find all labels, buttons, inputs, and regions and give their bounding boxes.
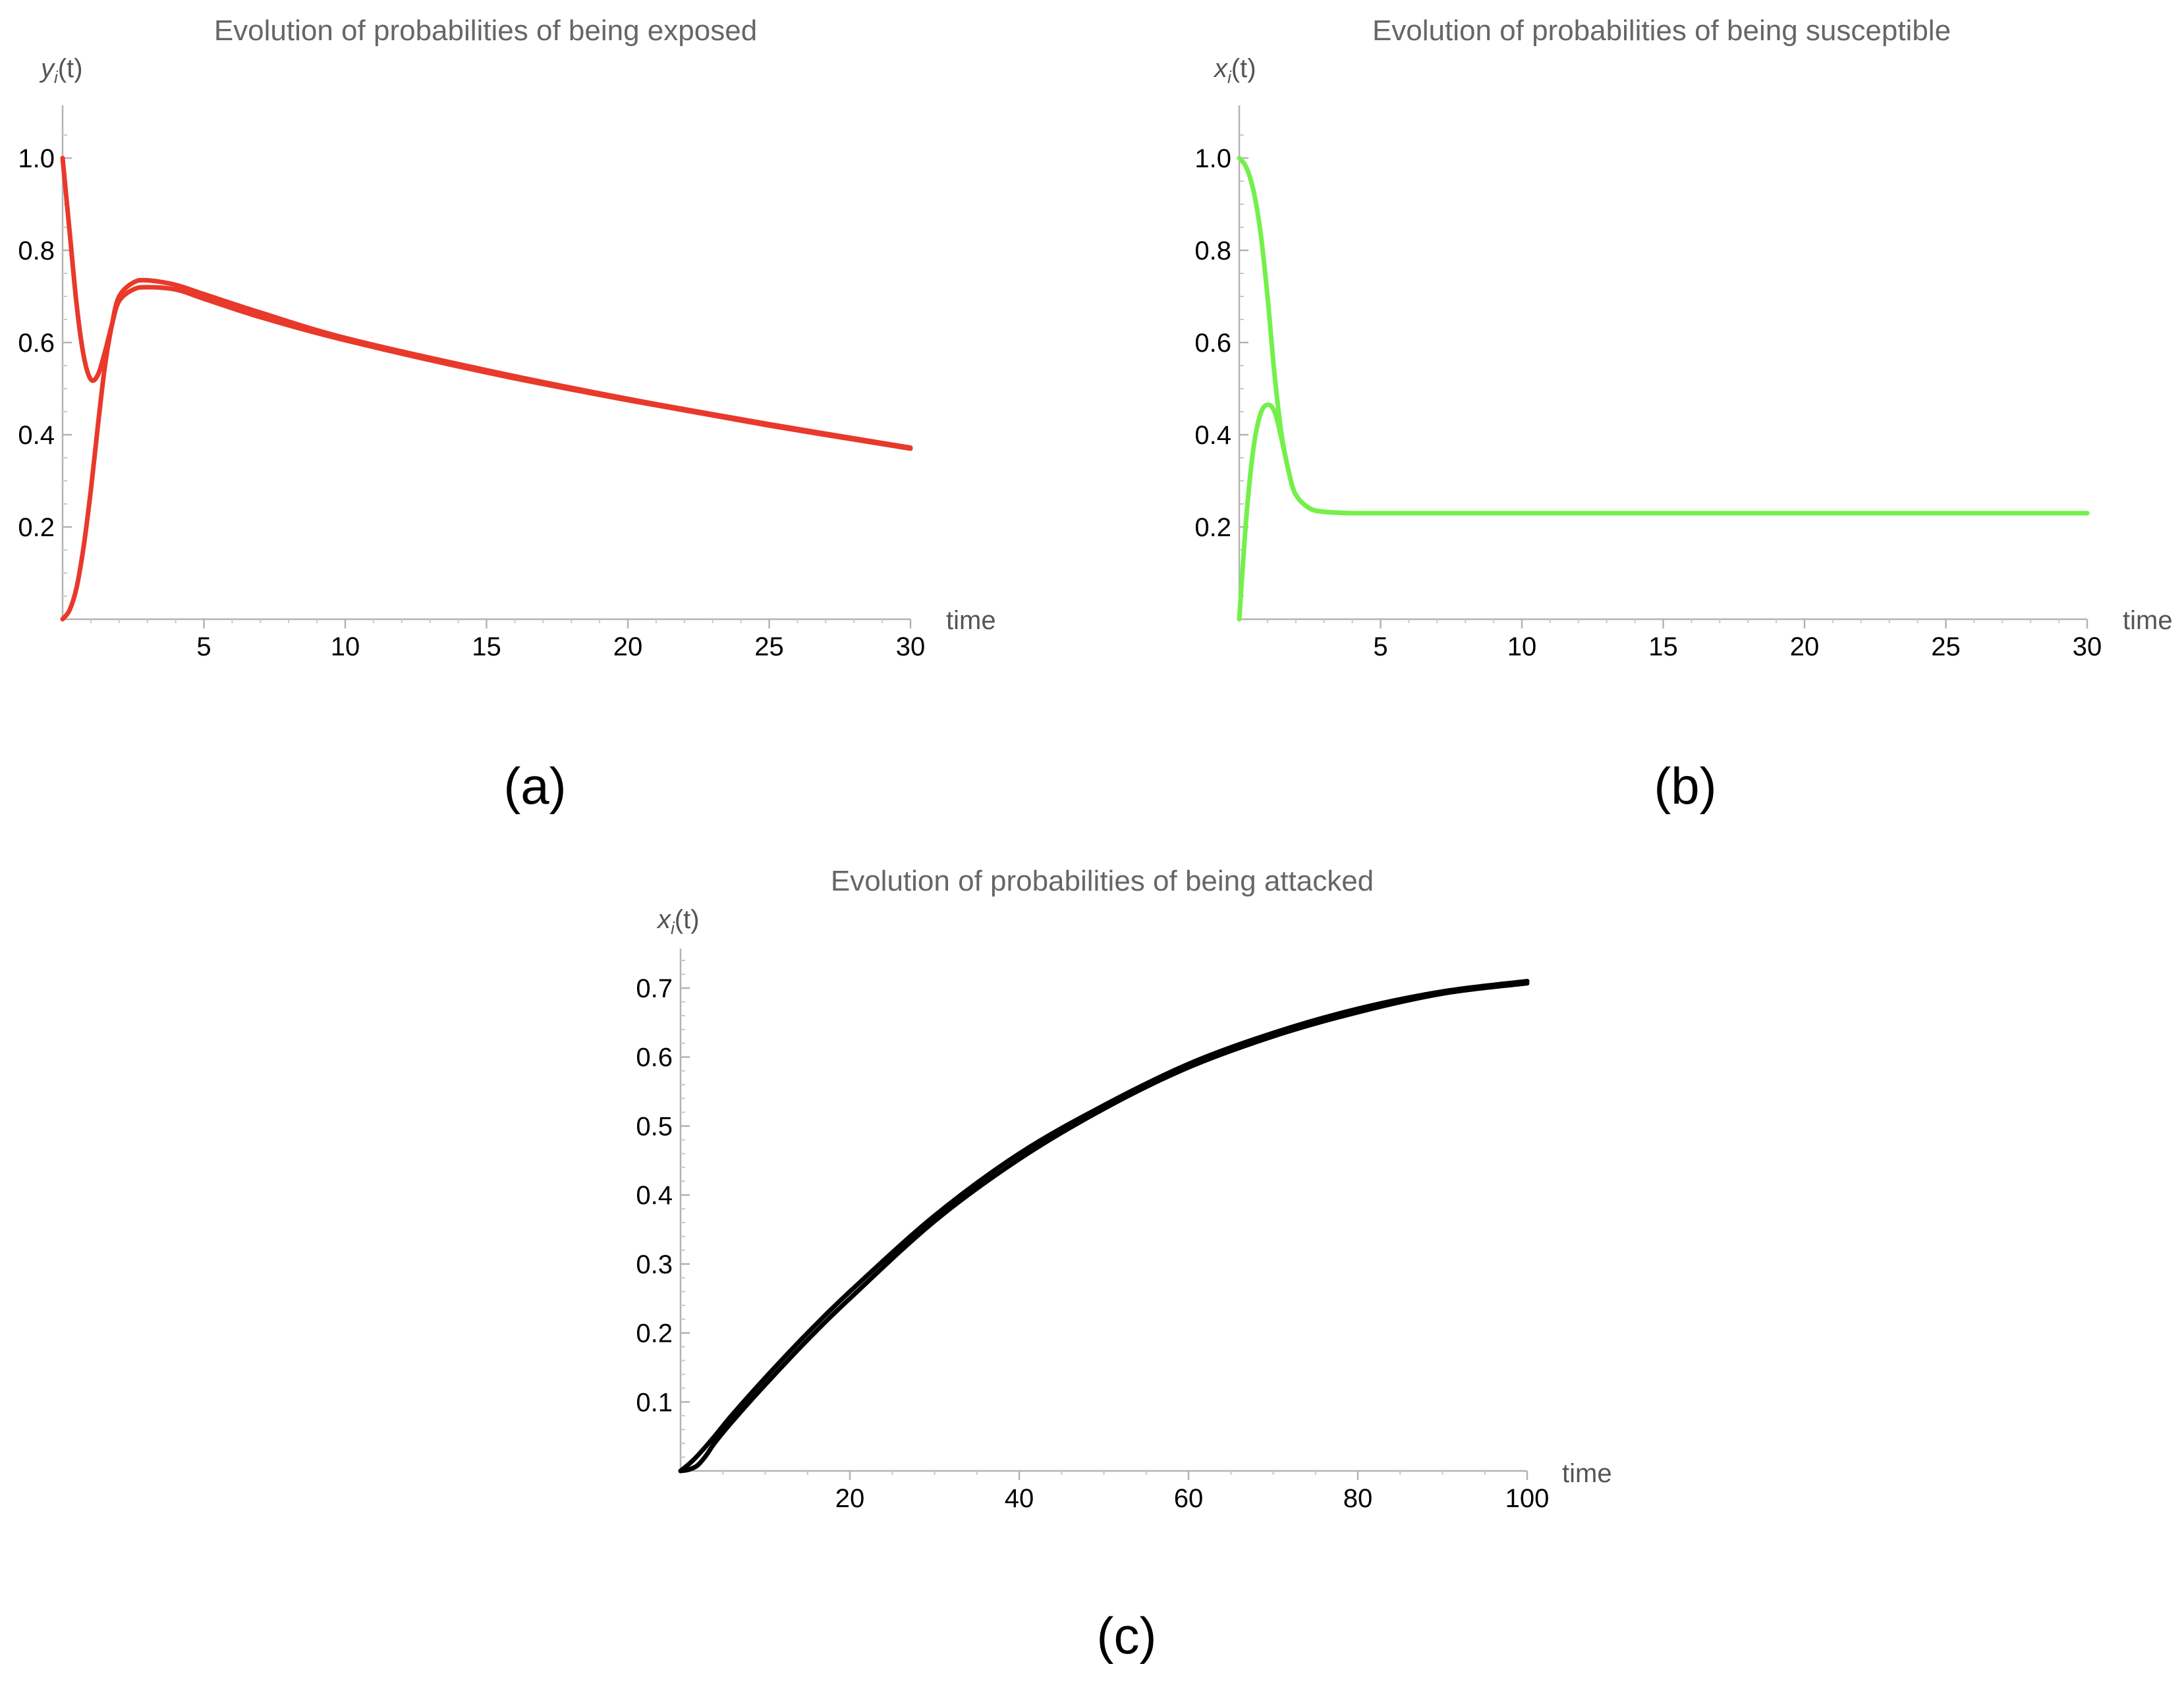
chart-exposed-y-tick-label: 0.6 [18,329,55,358]
chart-exposed-minor-ticks [63,134,911,623]
chart-attacked-x-tick-label: 100 [1505,1484,1550,1513]
chart-susceptible-ticks: 5 10 15 20 25 30 0.2 0.4 0.6 0.8 1.0 [1194,144,2102,661]
chart-exposed-x-axis-label: time [946,606,996,635]
chart-exposed-x-tick-label: 5 [196,632,211,661]
chart-attacked-y-tick-label: 0.5 [636,1112,673,1141]
chart-susceptible-x-tick-label: 30 [2073,632,2102,661]
chart-attacked-ticks: 20 40 60 80 100 0.1 0.2 0.3 0.4 0.5 0.6 0.7 [636,974,1549,1513]
chart-susceptible-x-tick-label: 25 [1931,632,1961,661]
chart-susceptible-x-tick-label: 20 [1790,632,1820,661]
y-label-sub: i [1227,67,1232,87]
chart-susceptible-minor-ticks [1239,134,2088,623]
chart-susceptible-y-tick-label: 1.0 [1194,144,1231,173]
chart-susceptible-x-tick-label: 5 [1373,632,1387,661]
panel-caption-b: (b) [1654,757,1716,815]
chart-attacked-y-tick-label: 0.1 [636,1388,673,1417]
chart-susceptible-x-tick-label: 15 [1648,632,1678,661]
chart-attacked-y-tick-label: 0.6 [636,1043,673,1072]
chart-exposed-series-2-line [60,277,913,622]
chart-susceptible-series [1237,155,2090,622]
chart-exposed-series [60,155,913,622]
chart-exposed-y-tick-label: 0.2 [18,513,55,542]
chart-exposed-x-tick-label: 25 [754,632,784,661]
y-label-arg: (t) [58,54,83,83]
chart-susceptible-y-tick-label: 0.2 [1194,513,1231,542]
chart-exposed: Evolution of probabilities of being expo… [18,14,995,661]
y-label-sub: i [54,67,59,87]
chart-susceptible-x-axis-label: time [2123,606,2173,635]
chart-attacked: Evolution of probabilities of being atta… [636,865,1611,1513]
chart-exposed-ticks: 5 10 15 20 25 30 0.2 0.4 0.6 0.8 1.0 [18,144,925,661]
chart-attacked-x-axis-label: time [1562,1459,1612,1488]
y-label-arg: (t) [675,905,700,934]
y-label-main: y [39,54,56,83]
chart-exposed-x-tick-label: 20 [613,632,643,661]
chart-attacked-x-tick-label: 40 [1005,1484,1034,1513]
chart-attacked-title: Evolution of probabilities of being atta… [831,865,1374,897]
chart-attacked-y-tick-label: 0.2 [636,1319,673,1348]
chart-exposed-x-tick-label: 15 [472,632,501,661]
chart-attacked-y-axis-label: xi(t) [656,905,700,938]
chart-exposed-title: Evolution of probabilities of being expo… [214,14,757,47]
chart-attacked-x-tick-label: 80 [1343,1484,1373,1513]
chart-susceptible-title: Evolution of probabilities of being susc… [1372,14,1951,47]
chart-attacked-x-tick-label: 60 [1174,1484,1204,1513]
chart-exposed-y-tick-label: 1.0 [18,144,55,173]
chart-attacked-x-tick-label: 20 [835,1484,865,1513]
chart-attacked-series-1-line [678,979,1530,1474]
chart-attacked-y-tick-label: 0.4 [636,1181,673,1210]
chart-attacked-minor-ticks [681,960,1528,1475]
panel-caption-a: (a) [503,757,566,815]
chart-susceptible: Evolution of probabilities of being susc… [1194,14,2172,661]
chart-susceptible-y-axis-label: xi(t) [1213,54,1256,87]
chart-susceptible-series-1-line [1237,155,2090,516]
chart-attacked-series [678,979,1530,1474]
chart-susceptible-series-2-line [1237,402,2090,622]
chart-exposed-x-tick-label: 30 [896,632,926,661]
y-label-sub: i [671,918,675,938]
chart-attacked-series-2-line [678,981,1530,1474]
chart-attacked-y-tick-label: 0.3 [636,1250,673,1279]
chart-susceptible-y-tick-label: 0.4 [1194,421,1231,450]
y-label-main: x [1213,54,1229,83]
y-label-arg: (t) [1231,54,1256,83]
chart-exposed-series-1-line [60,155,913,451]
chart-susceptible-y-tick-label: 0.6 [1194,329,1231,358]
chart-exposed-x-tick-label: 10 [331,632,360,661]
y-label-main: x [656,905,672,934]
chart-exposed-y-tick-label: 0.4 [18,421,55,450]
chart-susceptible-x-tick-label: 10 [1507,632,1537,661]
chart-attacked-y-tick-label: 0.7 [636,974,673,1003]
chart-susceptible-y-tick-label: 0.8 [1194,236,1231,265]
chart-exposed-y-axis-label: yi(t) [39,54,83,87]
chart-exposed-y-tick-label: 0.8 [18,236,55,265]
panel-caption-c: (c) [1097,1607,1157,1665]
